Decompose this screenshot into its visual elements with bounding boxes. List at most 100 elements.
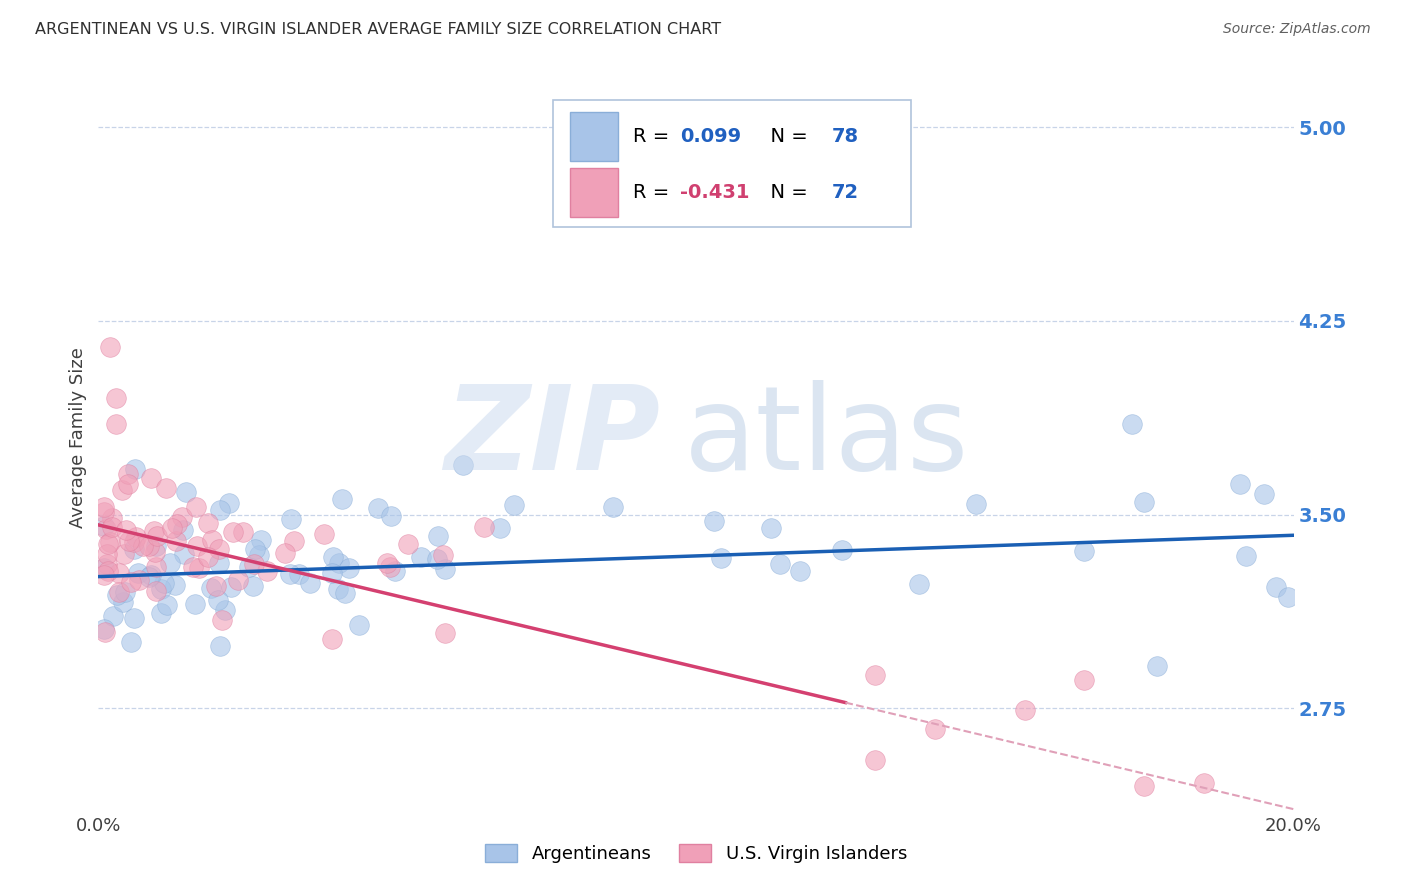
- Point: [759, 521, 782, 535]
- Text: R =: R =: [633, 183, 675, 202]
- Point: [214, 603, 236, 617]
- FancyBboxPatch shape: [553, 100, 911, 227]
- Point: [122, 541, 145, 556]
- Point: [965, 497, 987, 511]
- Point: [789, 565, 811, 579]
- Text: -0.431: -0.431: [681, 183, 749, 202]
- Bar: [571, 112, 619, 161]
- Point: [149, 582, 172, 596]
- Point: [328, 557, 350, 571]
- Point: [278, 566, 301, 581]
- Point: [107, 585, 129, 599]
- Point: [186, 540, 208, 554]
- Point: [238, 560, 260, 574]
- Point: [256, 564, 278, 578]
- Point: [1073, 673, 1095, 687]
- Point: [312, 527, 335, 541]
- Point: [226, 573, 249, 587]
- Point: [159, 556, 181, 570]
- Point: [188, 560, 211, 574]
- Point: [451, 458, 474, 472]
- Point: [427, 529, 450, 543]
- Point: [396, 537, 419, 551]
- Point: [831, 543, 853, 558]
- Point: [128, 573, 150, 587]
- Text: N =: N =: [758, 183, 814, 202]
- Text: ARGENTINEAN VS U.S. VIRGIN ISLANDER AVERAGE FAMILY SIZE CORRELATION CHART: ARGENTINEAN VS U.S. VIRGIN ISLANDER AVER…: [35, 22, 721, 37]
- Point: [434, 626, 457, 640]
- Point: [1192, 776, 1215, 790]
- Point: [93, 561, 115, 575]
- Point: [94, 523, 117, 537]
- Point: [143, 545, 166, 559]
- Point: [208, 541, 231, 556]
- Point: [94, 624, 117, 639]
- Point: [118, 533, 141, 548]
- Point: [218, 496, 240, 510]
- Point: [1133, 495, 1156, 509]
- Point: [322, 549, 344, 564]
- Point: [153, 576, 176, 591]
- Point: [122, 535, 145, 549]
- Point: [120, 575, 142, 590]
- Point: [93, 622, 115, 636]
- Point: [1014, 703, 1036, 717]
- Point: [138, 539, 160, 553]
- Point: [232, 524, 254, 539]
- Point: [380, 560, 402, 574]
- Point: [170, 510, 193, 524]
- Point: [347, 618, 370, 632]
- Point: [602, 500, 624, 514]
- Point: [117, 467, 139, 481]
- Text: 0.099: 0.099: [681, 128, 741, 146]
- Point: [145, 539, 167, 553]
- Point: [1133, 779, 1156, 793]
- Point: [243, 557, 266, 571]
- Point: [907, 577, 929, 591]
- Point: [100, 520, 122, 534]
- Point: [1121, 417, 1143, 432]
- Point: [165, 534, 187, 549]
- Point: [181, 559, 204, 574]
- Point: [288, 567, 311, 582]
- Point: [155, 481, 177, 495]
- Point: [173, 547, 195, 561]
- Point: [127, 566, 149, 580]
- Point: [1277, 590, 1299, 604]
- Point: [200, 533, 222, 548]
- Legend: Argentineans, U.S. Virgin Islanders: Argentineans, U.S. Virgin Islanders: [478, 837, 914, 870]
- Point: [96, 557, 118, 571]
- Point: [865, 753, 887, 767]
- Y-axis label: Average Family Size: Average Family Size: [69, 347, 87, 527]
- Point: [1234, 549, 1257, 563]
- Point: [273, 546, 295, 560]
- Text: R =: R =: [633, 128, 675, 146]
- Point: [222, 525, 245, 540]
- Point: [432, 548, 454, 562]
- Point: [105, 392, 128, 406]
- Point: [321, 566, 343, 580]
- Point: [111, 483, 134, 497]
- Point: [143, 524, 166, 538]
- Point: [93, 567, 115, 582]
- Point: [166, 516, 188, 531]
- Point: [93, 506, 115, 520]
- Point: [176, 485, 198, 500]
- Point: [1229, 476, 1251, 491]
- Point: [93, 500, 115, 514]
- Point: [124, 611, 146, 625]
- Point: [114, 584, 136, 599]
- Point: [710, 551, 733, 566]
- Text: 78: 78: [832, 128, 859, 146]
- Point: [1253, 487, 1275, 501]
- Point: [219, 580, 242, 594]
- Point: [200, 582, 222, 596]
- Point: [98, 340, 122, 354]
- Point: [411, 549, 433, 564]
- Point: [149, 606, 172, 620]
- Point: [209, 503, 232, 517]
- Point: [333, 586, 356, 600]
- Point: [250, 533, 273, 547]
- Point: [380, 509, 402, 524]
- Text: ZIP: ZIP: [444, 380, 661, 494]
